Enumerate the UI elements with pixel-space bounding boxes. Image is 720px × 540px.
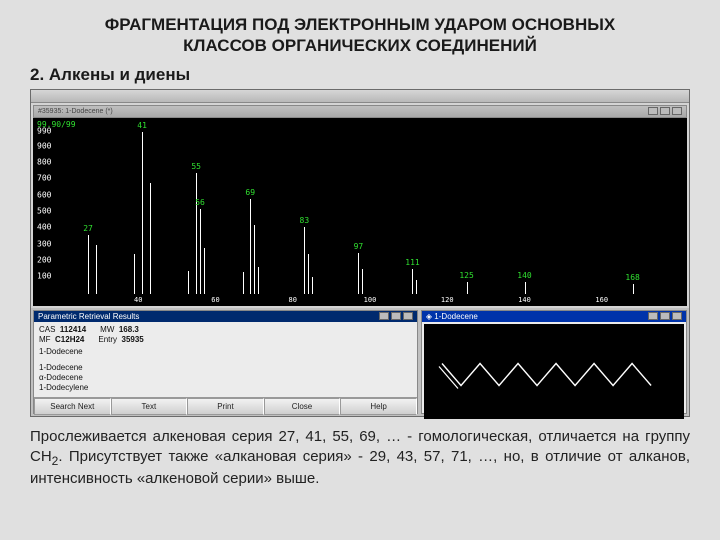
caption-text: Прослеживается алкеновая серия 27, 41, 5…: [30, 427, 690, 490]
minimize-icon[interactable]: [648, 312, 658, 320]
mass-spectrum-plot: 99.90/99 1002003004005006007008009009904…: [33, 118, 687, 306]
spectrum-peak: [412, 269, 413, 293]
double-bond: [439, 366, 458, 388]
spectrum-peak: [188, 271, 189, 294]
y-axis-tick: 500: [37, 207, 51, 216]
synonym-row: 1-Dodecylene: [39, 383, 412, 393]
spectrum-peak: [633, 284, 634, 294]
peak-label: 69: [245, 188, 255, 197]
spectrum-peak: [467, 282, 468, 293]
y-axis-tick: 400: [37, 223, 51, 232]
synonym-row: α-Dodecene: [39, 373, 412, 383]
y-axis-tick: 300: [37, 239, 51, 248]
peak-label: 125: [459, 271, 473, 280]
spectrum-peak: [134, 254, 135, 293]
structure-panel-header: ◈ 1-Dodecene: [422, 311, 686, 322]
molecule-chain: [442, 363, 651, 385]
spectrum-peak: [150, 183, 151, 294]
x-axis-tick: 60: [211, 296, 219, 304]
x-axis-tick: 100: [364, 296, 377, 304]
minimize-icon[interactable]: [648, 107, 658, 115]
app-titlebar: [31, 90, 689, 103]
x-axis-tick: 140: [518, 296, 531, 304]
close-icon[interactable]: [672, 312, 682, 320]
structure-panel: ◈ 1-Dodecene: [421, 310, 687, 414]
text-button[interactable]: Text: [111, 398, 188, 415]
spectrum-peak: [196, 173, 197, 294]
minimize-icon[interactable]: [379, 312, 389, 320]
spectrum-peak: [358, 253, 359, 294]
print-button[interactable]: Print: [187, 398, 264, 415]
peak-label: 97: [354, 242, 364, 251]
close-button[interactable]: Close: [264, 398, 341, 415]
peak-label: 111: [405, 258, 419, 267]
maximize-icon[interactable]: [660, 107, 670, 115]
synonym-row: 1-Dodecene: [39, 363, 412, 373]
spectrum-peak: [243, 272, 244, 293]
y-axis-tick: 600: [37, 190, 51, 199]
x-axis-tick: 160: [595, 296, 608, 304]
close-icon[interactable]: [672, 107, 682, 115]
spectrum-pane: #35935: 1-Dodecene (*) 99.90/99 10020030…: [31, 103, 689, 308]
section-subtitle: 2. Алкены и диены: [30, 65, 690, 85]
page-title: ФРАГМЕНТАЦИЯ ПОД ЭЛЕКТРОННЫМ УДАРОМ ОСНО…: [30, 14, 690, 57]
spectrum-window-title: #35935: 1-Dodecene (*): [38, 108, 113, 115]
spectrum-app-window: #35935: 1-Dodecene (*) 99.90/99 10020030…: [30, 89, 690, 417]
peak-label: 41: [137, 121, 147, 130]
spectrum-peak: [200, 209, 201, 294]
spectrum-peak: [312, 277, 313, 293]
peak-label: 83: [300, 216, 310, 225]
spectrum-peak: [142, 132, 143, 293]
spectrum-peak: [525, 282, 526, 293]
peak-label: 168: [625, 273, 639, 282]
maximize-icon[interactable]: [391, 312, 401, 320]
peak-label: 56: [195, 198, 205, 207]
help-button[interactable]: Help: [340, 398, 417, 415]
y-axis-tick: 990: [37, 127, 51, 136]
peak-label: 55: [191, 162, 201, 171]
results-panel: Parametric Retrieval Results CAS 112414 …: [33, 310, 418, 414]
x-axis-tick: 80: [289, 296, 297, 304]
maximize-icon[interactable]: [660, 312, 670, 320]
results-body: CAS 112414 MW 168.3 MF C12H24 Entry 3593…: [34, 322, 417, 397]
y-axis-tick: 100: [37, 272, 51, 281]
y-axis-tick: 200: [37, 255, 51, 264]
y-axis-tick: 900: [37, 141, 51, 150]
peak-label: 27: [83, 224, 93, 233]
structure-canvas: [424, 324, 684, 419]
spectrum-peak: [258, 267, 259, 293]
spectrum-peak: [416, 280, 417, 293]
spectrum-peak: [96, 245, 97, 294]
y-axis-tick: 800: [37, 158, 51, 167]
spectrum-peak: [304, 227, 305, 294]
search-next-button[interactable]: Search Next: [34, 398, 111, 415]
spectrum-peak: [250, 199, 251, 294]
spectrum-peak: [254, 225, 255, 293]
x-axis-tick: 120: [441, 296, 454, 304]
x-axis-tick: 40: [134, 296, 142, 304]
spectrum-peak: [362, 269, 363, 293]
close-icon[interactable]: [403, 312, 413, 320]
spectrum-peak: [88, 235, 89, 294]
peak-label: 140: [517, 271, 531, 280]
spectrum-peak: [204, 248, 205, 294]
spectrum-peak: [308, 254, 309, 293]
y-axis-tick: 700: [37, 174, 51, 183]
results-panel-header: Parametric Retrieval Results: [34, 311, 417, 322]
spectrum-window-header: #35935: 1-Dodecene (*): [33, 105, 687, 118]
